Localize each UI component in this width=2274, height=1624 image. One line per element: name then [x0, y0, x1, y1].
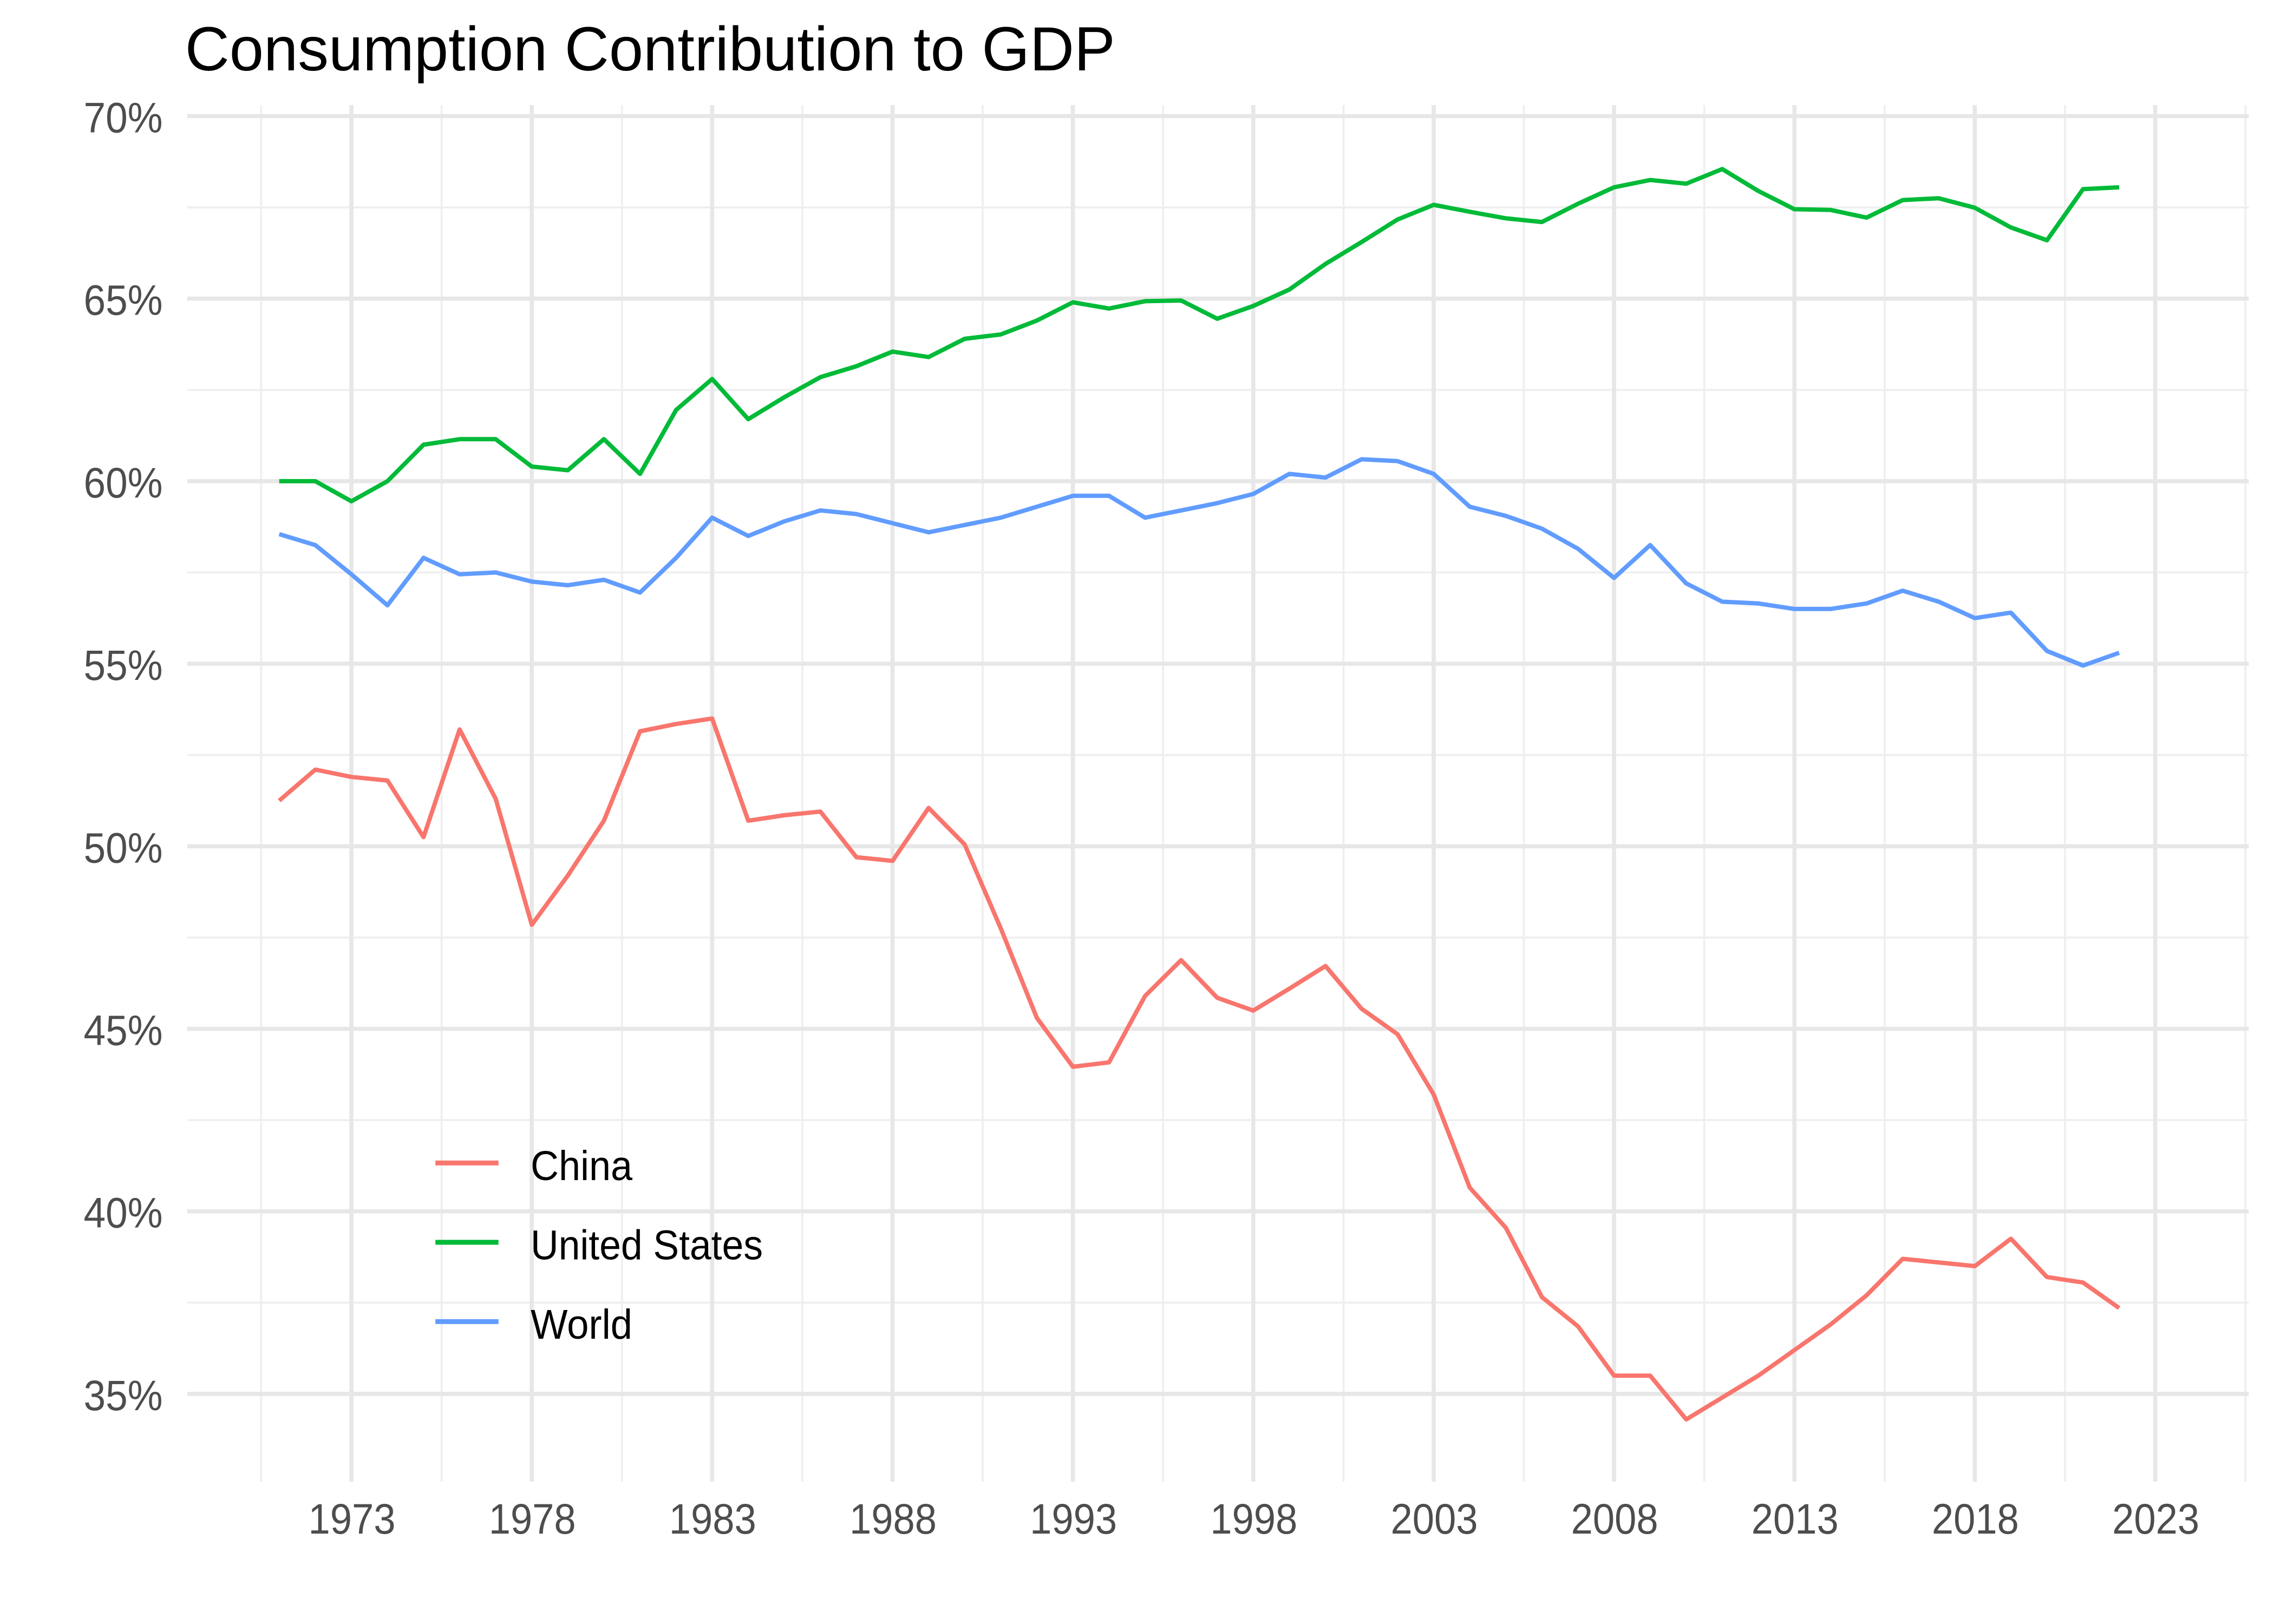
svg-text:1973: 1973 [309, 1495, 396, 1543]
svg-text:60%: 60% [84, 459, 163, 507]
svg-text:China: China [531, 1143, 632, 1189]
svg-text:45%: 45% [84, 1006, 163, 1055]
svg-text:35%: 35% [84, 1371, 163, 1419]
svg-text:Consumption Contribution to GD: Consumption Contribution to GDP [185, 15, 1115, 84]
svg-text:1998: 1998 [1210, 1495, 1297, 1543]
svg-text:1978: 1978 [489, 1495, 576, 1543]
svg-text:50%: 50% [84, 823, 163, 872]
svg-text:2018: 2018 [1932, 1495, 2019, 1543]
svg-text:1983: 1983 [669, 1495, 756, 1543]
svg-text:2003: 2003 [1391, 1495, 1478, 1543]
svg-text:World: World [531, 1301, 632, 1348]
svg-text:55%: 55% [84, 641, 163, 689]
svg-text:2008: 2008 [1571, 1495, 1658, 1543]
svg-text:United States: United States [531, 1222, 763, 1269]
svg-text:40%: 40% [84, 1189, 163, 1237]
svg-text:2023: 2023 [2112, 1495, 2199, 1543]
svg-text:1988: 1988 [850, 1495, 937, 1543]
svg-text:1993: 1993 [1030, 1495, 1117, 1543]
svg-text:2013: 2013 [1752, 1495, 1839, 1543]
svg-text:65%: 65% [84, 276, 163, 324]
svg-text:70%: 70% [84, 94, 163, 142]
